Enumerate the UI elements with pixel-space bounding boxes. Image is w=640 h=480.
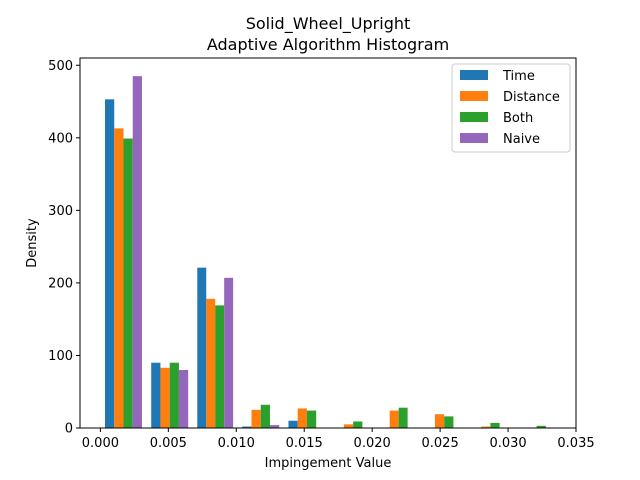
legend: Time Distance Both Naive xyxy=(451,63,571,153)
legend-label-distance: Distance xyxy=(503,90,560,105)
y-tick-label: 500 xyxy=(48,59,73,74)
bar-distance-bin-4 xyxy=(297,408,307,428)
x-axis-ticks: 0.000 0.005 0.010 0.015 0.020 0.025 0.030 0.035 xyxy=(82,428,595,451)
bar-time-bin-2 xyxy=(197,267,207,428)
y-axis-label: Density xyxy=(25,218,40,268)
x-tick-label: 0.035 xyxy=(557,436,594,451)
bar-naive-bin-2 xyxy=(224,277,234,428)
chart-title-line-1: Solid_Wheel_Upright xyxy=(246,14,411,34)
x-tick-label: 0.030 xyxy=(489,436,526,451)
legend-swatch-time xyxy=(460,70,488,80)
legend-label-time: Time xyxy=(502,69,535,84)
y-tick-label: 0 xyxy=(65,422,73,437)
x-tick-label: 0.010 xyxy=(218,436,255,451)
y-tick-label: 200 xyxy=(48,276,73,291)
legend-box xyxy=(451,63,571,153)
bar-time-bin-4 xyxy=(288,420,298,428)
bar-both-bin-7 xyxy=(444,416,454,428)
x-axis-label: Impingement Value xyxy=(265,456,392,471)
bar-both-bin-3 xyxy=(260,404,270,428)
bar-both-bin-4 xyxy=(306,410,317,428)
legend-swatch-both xyxy=(460,112,488,122)
x-tick-label: 0.005 xyxy=(150,436,187,451)
bar-time-bin-1 xyxy=(151,362,161,428)
bar-distance-bin-3 xyxy=(251,409,261,428)
legend-label-naive: Naive xyxy=(503,132,540,147)
legend-swatch-distance xyxy=(460,91,488,101)
x-tick-label: 0.015 xyxy=(286,436,323,451)
bar-naive-bin-0 xyxy=(132,76,142,428)
bar-both-bin-0 xyxy=(123,138,133,428)
bar-both-bin-6 xyxy=(398,407,408,428)
bar-distance-bin-5 xyxy=(343,424,354,428)
bar-distance-bin-2 xyxy=(206,298,216,428)
y-tick-label: 400 xyxy=(48,131,73,146)
bar-naive-bin-3 xyxy=(269,425,280,428)
y-tick-label: 300 xyxy=(48,204,73,219)
x-tick-label: 0.025 xyxy=(422,436,459,451)
bar-naive-bin-1 xyxy=(178,369,189,428)
y-axis-ticks: 0 100 200 300 400 500 xyxy=(48,59,80,437)
bar-time-bin-0 xyxy=(105,99,115,428)
bar-distance-bin-7 xyxy=(434,414,445,428)
bar-both-bin-1 xyxy=(169,362,179,428)
chart-title-line-2: Adaptive Algorithm Histogram xyxy=(207,35,449,54)
bar-distance-bin-1 xyxy=(160,367,170,428)
x-tick-label: 0.020 xyxy=(354,436,391,451)
bar-distance-bin-8 xyxy=(481,426,491,428)
plot-frame xyxy=(79,57,577,429)
x-tick-label: 0.000 xyxy=(82,436,119,451)
legend-label-both: Both xyxy=(503,111,533,126)
bar-distance-bin-0 xyxy=(114,128,124,428)
bar-both-bin-2 xyxy=(215,305,225,428)
bar-both-bin-5 xyxy=(353,421,363,428)
bar-both-bin-9 xyxy=(536,425,546,428)
y-tick-label: 100 xyxy=(48,349,73,364)
bars-group xyxy=(105,76,546,428)
bar-time-bin-3 xyxy=(242,426,252,428)
bar-distance-bin-6 xyxy=(389,410,399,428)
legend-swatch-naive xyxy=(460,133,488,143)
bar-both-bin-8 xyxy=(490,422,500,428)
